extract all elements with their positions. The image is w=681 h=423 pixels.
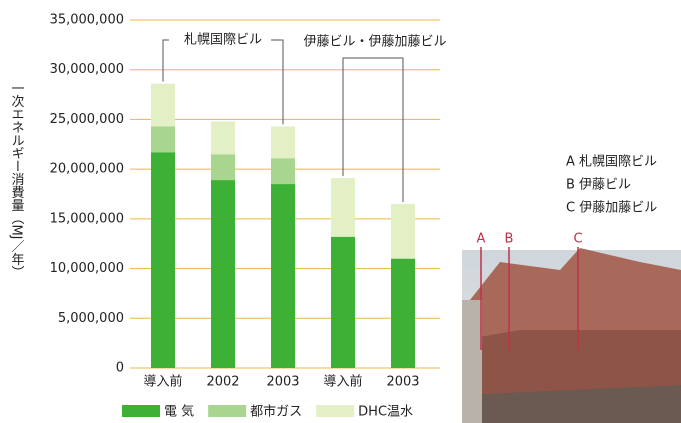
annotation: 伊藤ビル・伊藤加藤ビル — [303, 35, 446, 50]
y-tick-label: 15,000,000 — [50, 211, 124, 226]
legend-label: 電 気 — [164, 404, 194, 420]
bar-segment — [151, 152, 175, 368]
bar-segment — [391, 259, 415, 368]
legend-label: 都市ガス — [250, 404, 302, 420]
photo — [462, 248, 681, 423]
photo-marker: A — [477, 232, 486, 247]
y-tick-label: 25,000,000 — [50, 112, 124, 127]
x-tick-label: 2003 — [266, 375, 299, 390]
legend-swatch — [122, 405, 160, 417]
photo-legend: A 札幌国際ビル — [566, 154, 657, 170]
y-tick-label: 10,000,000 — [50, 261, 124, 276]
x-tick-label: 導入前 — [323, 374, 362, 390]
bar-segment — [271, 158, 295, 184]
bar-segment — [391, 204, 415, 259]
bracket — [271, 40, 283, 124]
y-tick-label: 0 — [116, 361, 124, 376]
legend-swatch — [316, 405, 354, 417]
photo-marker: B — [505, 232, 514, 247]
bar-segment — [331, 237, 355, 368]
bar-segment — [151, 84, 175, 127]
x-tick-label: 導入前 — [143, 374, 182, 390]
x-tick-label: 2002 — [206, 375, 239, 390]
legend-label: DHC温水 — [358, 405, 413, 420]
y-tick-label: 5,000,000 — [58, 311, 124, 326]
y-tick-label: 30,000,000 — [50, 62, 124, 77]
bar-segment — [211, 180, 235, 368]
legend-swatch — [208, 405, 246, 417]
bar-segment — [211, 154, 235, 180]
photo-legend: C 伊藤加藤ビル — [566, 201, 657, 216]
photo-legend: B 伊藤ビル — [566, 178, 631, 193]
chart: 一次エネルギー消費量（MJ／年） 0 5,000,000 10,000,000 15,… — [0, 0, 681, 423]
bar-segment — [271, 184, 295, 368]
x-tick-label: 2003 — [386, 375, 419, 390]
y-tick-label: 20,000,000 — [50, 162, 124, 177]
y-axis-label: 一次エネルギー消費量（MJ／年） — [9, 81, 25, 278]
bar-segment — [151, 126, 175, 152]
bracket — [163, 40, 169, 82]
photo-marker: C — [573, 232, 582, 247]
bar-segment — [211, 121, 235, 154]
bar-segment — [331, 178, 355, 237]
y-tick-label: 35,000,000 — [50, 13, 124, 28]
annotation: 札幌国際ビル — [184, 32, 262, 48]
bar-segment — [271, 126, 295, 158]
